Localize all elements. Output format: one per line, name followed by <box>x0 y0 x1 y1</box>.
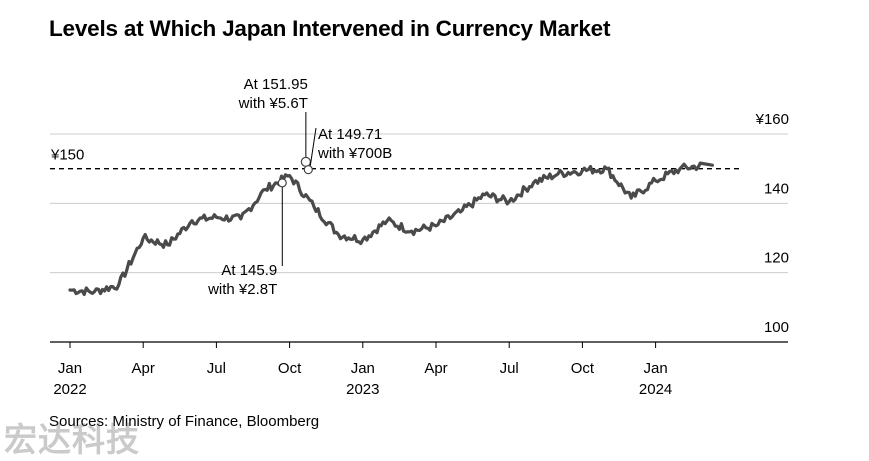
x-tick-year: 2024 <box>639 381 672 398</box>
reference-line-label: ¥150 <box>50 147 84 164</box>
x-tick-label: Jan <box>58 360 82 377</box>
watermark-logo: 宏达科技 <box>4 421 140 458</box>
gridlines <box>50 133 788 343</box>
usdjpy-line <box>68 161 715 297</box>
y-tick-label: ¥160 <box>755 111 789 128</box>
annotations: At 145.9 with ¥2.8T At 151.95 with ¥5.6T At … <box>207 76 392 298</box>
x-axis: Jan 2022 Apr Jul Oct Jan 2023 Apr Jul Oct Jan 2024 <box>50 341 788 398</box>
y-axis: ¥160 140 120 100 <box>755 111 789 336</box>
x-tick-label: Jan <box>351 360 375 377</box>
x-tick-year: 2023 <box>346 381 379 398</box>
x-tick-label: Oct <box>278 360 302 377</box>
annotation-label: At 149.71 <box>318 126 382 143</box>
annotation-label: At 145.9 <box>221 262 277 279</box>
intervention-marker <box>277 178 287 188</box>
chart-title: Levels at Which Japan Intervened in Curr… <box>49 16 611 41</box>
data-series <box>68 161 715 297</box>
annotation-leader <box>309 127 317 166</box>
annotation-label: with ¥700B <box>317 145 392 162</box>
x-tick-label: Apr <box>132 360 155 377</box>
source-note: Sources: Ministry of Finance, Bloomberg <box>49 413 320 430</box>
x-tick-label: Jul <box>500 360 519 377</box>
x-tick-label: Oct <box>571 360 595 377</box>
y-tick-label: 100 <box>764 319 789 336</box>
x-tick-year: 2022 <box>53 381 86 398</box>
y-tick-label: 120 <box>764 250 789 267</box>
intervention-marker <box>303 165 313 175</box>
annotation-label: with ¥5.6T <box>238 95 308 112</box>
x-tick-label: Jul <box>207 360 226 377</box>
x-tick-label: Jan <box>644 360 668 377</box>
annotation-label: At 151.95 <box>244 76 308 93</box>
x-tick-label: Apr <box>424 360 447 377</box>
reference-line: ¥150 <box>50 147 742 170</box>
annotation-label: with ¥2.8T <box>207 281 277 298</box>
y-tick-label: 140 <box>764 180 789 197</box>
intervention-marker <box>300 156 311 168</box>
